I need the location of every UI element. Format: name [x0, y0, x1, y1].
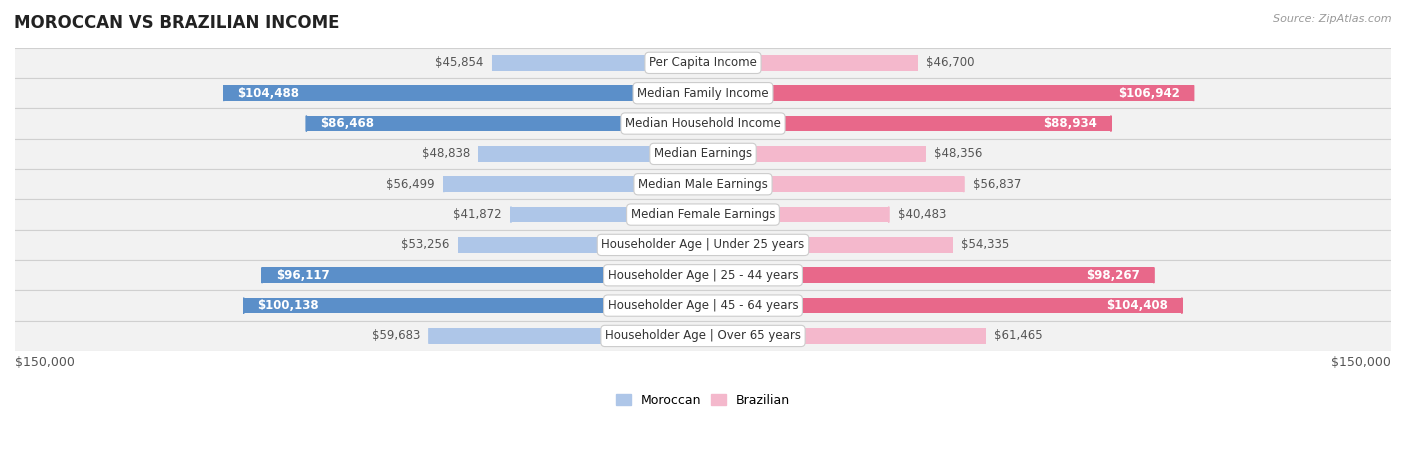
- Text: MOROCCAN VS BRAZILIAN INCOME: MOROCCAN VS BRAZILIAN INCOME: [14, 14, 340, 32]
- Bar: [740, 85, 1194, 101]
- FancyBboxPatch shape: [10, 78, 1396, 108]
- Bar: [262, 268, 666, 283]
- Text: $98,267: $98,267: [1087, 269, 1140, 282]
- Text: $86,468: $86,468: [321, 117, 374, 130]
- Text: $48,838: $48,838: [422, 148, 470, 160]
- Text: Householder Age | Over 65 years: Householder Age | Over 65 years: [605, 329, 801, 342]
- Text: $150,000: $150,000: [1331, 356, 1391, 368]
- Bar: [444, 177, 666, 192]
- Text: $56,499: $56,499: [387, 178, 434, 191]
- Text: Householder Age | 25 - 44 years: Householder Age | 25 - 44 years: [607, 269, 799, 282]
- Bar: [479, 146, 666, 162]
- Text: Householder Age | 45 - 64 years: Householder Age | 45 - 64 years: [607, 299, 799, 312]
- Bar: [740, 328, 986, 344]
- FancyBboxPatch shape: [10, 290, 1396, 321]
- Text: $104,408: $104,408: [1107, 299, 1168, 312]
- Text: $48,356: $48,356: [934, 148, 983, 160]
- Bar: [740, 207, 889, 222]
- Text: $88,934: $88,934: [1043, 117, 1097, 130]
- Text: $96,117: $96,117: [276, 269, 329, 282]
- Bar: [307, 116, 666, 131]
- Text: $104,488: $104,488: [238, 87, 299, 100]
- Bar: [243, 298, 666, 313]
- FancyBboxPatch shape: [10, 230, 1396, 260]
- Text: $46,700: $46,700: [927, 57, 974, 70]
- Bar: [740, 116, 1111, 131]
- FancyBboxPatch shape: [10, 321, 1396, 351]
- Bar: [224, 85, 666, 101]
- Text: Per Capita Income: Per Capita Income: [650, 57, 756, 70]
- Text: $59,683: $59,683: [371, 329, 420, 342]
- Bar: [740, 177, 963, 192]
- Bar: [740, 146, 925, 162]
- Bar: [740, 237, 952, 253]
- Text: Median Earnings: Median Earnings: [654, 148, 752, 160]
- Bar: [429, 328, 666, 344]
- Text: $106,942: $106,942: [1118, 87, 1180, 100]
- Text: $56,837: $56,837: [973, 178, 1021, 191]
- FancyBboxPatch shape: [10, 169, 1396, 199]
- FancyBboxPatch shape: [10, 139, 1396, 169]
- Text: $41,872: $41,872: [453, 208, 502, 221]
- Text: $53,256: $53,256: [401, 239, 450, 251]
- Bar: [740, 55, 917, 71]
- Text: Median Household Income: Median Household Income: [626, 117, 780, 130]
- Text: $54,335: $54,335: [962, 239, 1010, 251]
- Bar: [492, 55, 666, 71]
- FancyBboxPatch shape: [10, 48, 1396, 78]
- Bar: [740, 298, 1182, 313]
- Text: $45,854: $45,854: [434, 57, 484, 70]
- Text: Source: ZipAtlas.com: Source: ZipAtlas.com: [1274, 14, 1392, 24]
- FancyBboxPatch shape: [10, 199, 1396, 230]
- Text: Median Male Earnings: Median Male Earnings: [638, 178, 768, 191]
- Bar: [510, 207, 666, 222]
- Text: $40,483: $40,483: [898, 208, 946, 221]
- Text: $100,138: $100,138: [257, 299, 319, 312]
- FancyBboxPatch shape: [10, 108, 1396, 139]
- Text: Median Family Income: Median Family Income: [637, 87, 769, 100]
- Bar: [458, 237, 666, 253]
- Text: Householder Age | Under 25 years: Householder Age | Under 25 years: [602, 239, 804, 251]
- Bar: [740, 268, 1154, 283]
- Text: $61,465: $61,465: [994, 329, 1043, 342]
- Text: $150,000: $150,000: [15, 356, 75, 368]
- Text: Median Female Earnings: Median Female Earnings: [631, 208, 775, 221]
- FancyBboxPatch shape: [10, 260, 1396, 290]
- Legend: Moroccan, Brazilian: Moroccan, Brazilian: [610, 389, 796, 411]
